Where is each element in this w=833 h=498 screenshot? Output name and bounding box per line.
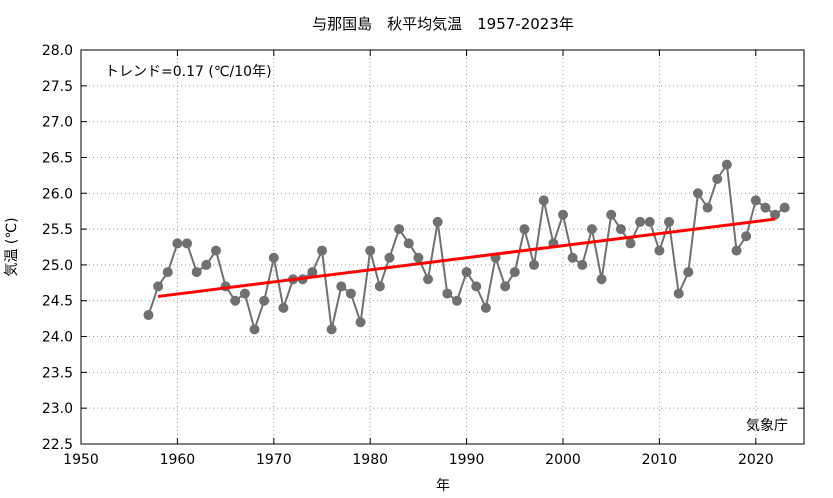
data-point: [268, 252, 279, 263]
data-point: [259, 295, 270, 306]
x-tick-label: 1960: [160, 452, 196, 468]
y-tick-label: 25.0: [42, 258, 73, 274]
data-point: [355, 317, 366, 328]
x-tick-label: 1950: [63, 452, 99, 468]
data-point: [702, 202, 713, 213]
data-point: [182, 238, 193, 249]
data-point: [345, 288, 356, 299]
data-point: [519, 224, 530, 235]
y-axis-label: 気温 (℃): [4, 217, 20, 276]
x-tick-label: 1970: [256, 452, 292, 468]
data-point: [529, 259, 540, 270]
data-point: [384, 252, 395, 263]
trend-line: [157, 217, 776, 298]
x-tick-label: 1980: [352, 452, 388, 468]
data-point: [210, 245, 221, 256]
data-point: [153, 281, 164, 292]
data-point: [326, 324, 337, 335]
data-point: [654, 245, 665, 256]
y-tick-label: 22.5: [42, 437, 73, 453]
x-tick-label: 2020: [738, 452, 774, 468]
credit-label: 気象庁: [746, 418, 788, 434]
y-tick-label: 26.0: [42, 186, 73, 202]
y-tick-label: 28.0: [42, 43, 73, 59]
data-point: [741, 231, 752, 242]
data-point: [664, 216, 675, 227]
data-point: [625, 238, 636, 249]
data-point: [750, 195, 761, 206]
data-point: [413, 252, 424, 263]
trend-annotation: トレンド=0.17 (℃/10年): [105, 64, 272, 80]
y-axis: 22.5 23.0 23.5 24.0 24.5 25.0 25.5 26.0 26.5 27.0…: [42, 43, 804, 453]
data-point: [480, 302, 491, 313]
y-tick-label: 27.5: [42, 79, 73, 95]
data-point: [538, 195, 549, 206]
plot-frame: [80, 49, 805, 445]
chart-title: 与那国島 秋平均気温 1957-2023年: [312, 15, 574, 33]
data-point: [201, 259, 212, 270]
data-point: [673, 288, 684, 299]
x-axis-label: 年: [436, 478, 450, 494]
data-point: [423, 274, 434, 285]
data-point: [731, 245, 742, 256]
data-point: [336, 281, 347, 292]
data-point: [635, 216, 646, 227]
data-point: [365, 245, 376, 256]
data-point: [596, 274, 607, 285]
data-point: [442, 288, 453, 299]
data-point: [509, 267, 520, 278]
data-point: [606, 209, 617, 220]
y-tick-label: 24.0: [42, 330, 73, 346]
data-point: [374, 281, 385, 292]
data-point: [230, 295, 241, 306]
y-tick-label: 23.5: [42, 365, 73, 381]
data-point: [317, 245, 327, 256]
data-point: [432, 216, 443, 227]
trend-line-group: [157, 217, 776, 298]
data-point: [278, 302, 289, 313]
x-tick-label: 1990: [449, 452, 485, 468]
data-point: [760, 202, 771, 213]
data-point: [558, 209, 568, 220]
data-point: [239, 288, 250, 299]
temperature-series: [143, 159, 790, 335]
data-point: [471, 281, 482, 292]
data-point: [451, 295, 462, 306]
data-point: [143, 310, 154, 321]
data-point: [191, 267, 202, 278]
x-axis: 1950 1960 1970 1980 1990 2000 2010 2020: [63, 50, 774, 468]
data-point: [770, 209, 781, 220]
data-point: [615, 224, 626, 235]
data-point: [712, 173, 723, 184]
y-tick-label: 27.0: [42, 115, 73, 131]
data-point: [586, 224, 597, 235]
data-point: [461, 267, 472, 278]
y-tick-label: 25.5: [42, 222, 73, 238]
data-point: [172, 238, 183, 249]
y-tick-label: 24.5: [42, 294, 73, 310]
data-point: [577, 259, 588, 270]
data-point: [307, 267, 318, 278]
data-point: [403, 238, 414, 249]
y-tick-label: 23.0: [42, 401, 73, 417]
data-point: [567, 252, 578, 263]
data-point: [683, 267, 694, 278]
data-point: [692, 188, 703, 199]
data-point: [721, 159, 732, 170]
y-tick-label: 26.5: [42, 150, 73, 166]
x-tick-label: 2000: [545, 452, 581, 468]
data-point: [394, 224, 405, 235]
x-tick-label: 2010: [642, 452, 678, 468]
data-point: [500, 281, 511, 292]
data-point: [779, 202, 790, 213]
data-point: [249, 324, 260, 335]
data-point: [644, 216, 655, 227]
data-point: [162, 267, 173, 278]
